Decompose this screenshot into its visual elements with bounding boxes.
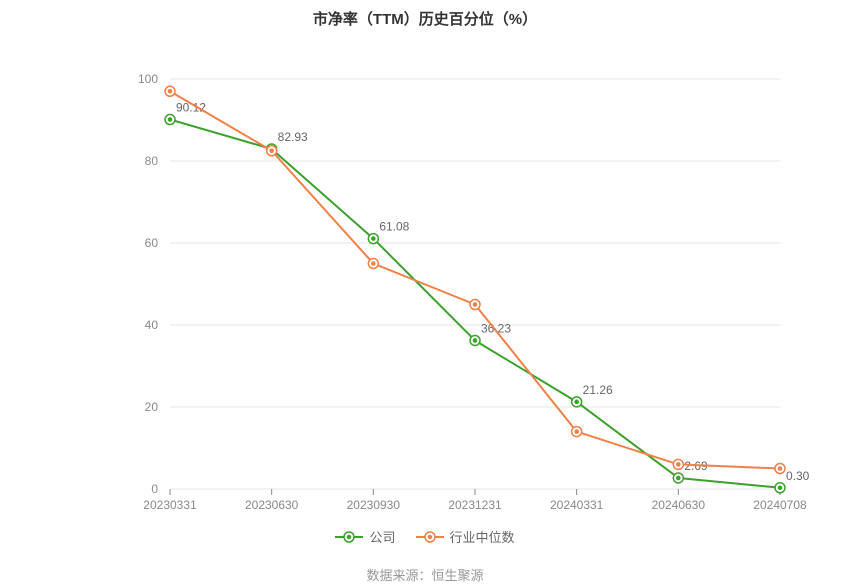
y-tick-label: 100 xyxy=(138,72,158,86)
series-line-1 xyxy=(170,91,780,468)
y-tick-label: 0 xyxy=(151,482,158,496)
legend-item-0[interactable]: 公司 xyxy=(335,527,395,546)
legend-label: 公司 xyxy=(369,527,395,546)
point-label: 21.26 xyxy=(583,383,613,397)
legend-label: 行业中位数 xyxy=(450,527,515,546)
x-tick-label: 20230331 xyxy=(143,498,197,512)
series-marker-dot xyxy=(778,485,783,490)
x-tick-label: 20240708 xyxy=(753,498,807,512)
point-label: 36.23 xyxy=(481,321,511,335)
y-tick-label: 60 xyxy=(145,236,159,250)
series-marker-dot xyxy=(574,400,579,405)
series-marker-dot xyxy=(778,466,783,471)
series-marker-dot xyxy=(168,89,173,94)
series-marker-dot xyxy=(371,236,376,241)
point-label: 82.93 xyxy=(278,130,308,144)
series-marker-dot xyxy=(676,462,681,467)
chart-wrap: 0 20 40 60 80 100 20230331 20230630 20230930 2023… xyxy=(0,29,850,519)
legend-swatch-icon xyxy=(416,530,444,544)
legend-item-1[interactable]: 行业中位数 xyxy=(416,527,515,546)
legend: 公司 行业中位数 xyxy=(0,527,850,547)
x-tick-label: 20230930 xyxy=(347,498,401,512)
series-marker-dot xyxy=(473,302,478,307)
series-marker-dot xyxy=(371,261,376,266)
series-marker-dot xyxy=(473,338,478,343)
data-source: 数据来源：恒生聚源 xyxy=(0,565,850,584)
line-chart: 0 20 40 60 80 100 20230331 20230630 20230930 2023… xyxy=(0,29,850,519)
series-marker-dot xyxy=(168,117,173,122)
series-marker-dot xyxy=(574,429,579,434)
legend-swatch-icon xyxy=(335,530,363,544)
source-label: 数据来源： xyxy=(366,568,431,583)
source-value: 恒生聚源 xyxy=(432,568,484,583)
x-tick-label: 20230630 xyxy=(245,498,299,512)
y-tick-label: 20 xyxy=(145,400,159,414)
chart-title: 市净率（TTM）历史百分位（%） xyxy=(0,0,850,29)
y-tick-label: 80 xyxy=(145,154,159,168)
series-marker-dot xyxy=(676,476,681,481)
x-tick-label: 20231231 xyxy=(448,498,502,512)
x-tick-label: 20240630 xyxy=(652,498,706,512)
x-tick-label: 20240331 xyxy=(550,498,604,512)
point-label: 0.30 xyxy=(786,469,810,483)
point-label: 61.08 xyxy=(379,220,409,234)
series-marker-dot xyxy=(269,148,274,153)
y-tick-label: 40 xyxy=(145,318,159,332)
